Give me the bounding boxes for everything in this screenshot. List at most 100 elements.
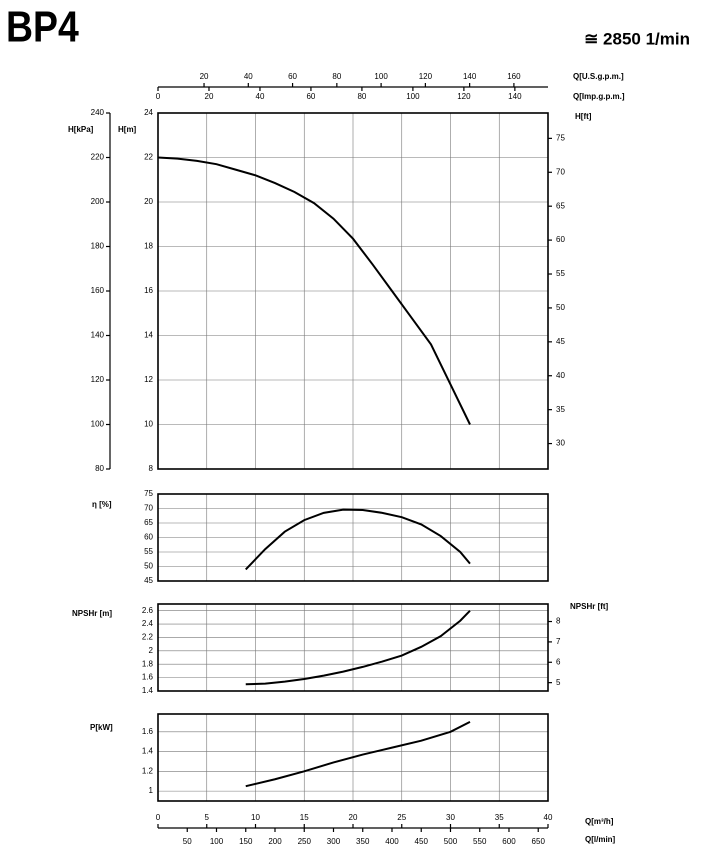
lmin-tick-label: 350 — [356, 837, 370, 846]
y-axis-label: NPSHr [m] — [72, 609, 112, 618]
y-tick-label: 24 — [144, 108, 153, 117]
lmin-tick-label: 250 — [298, 837, 312, 846]
y2-tick-label: 75 — [556, 133, 565, 142]
lmin-tick-label: 300 — [327, 837, 341, 846]
y3-tick-label: 240 — [91, 108, 105, 117]
y2-tick-label: 50 — [556, 303, 565, 312]
y2-tick-label: 8 — [556, 617, 561, 626]
y2-tick-label: 30 — [556, 439, 565, 448]
plot-frame — [157, 112, 549, 470]
axis-label: Q[l/min] — [585, 835, 616, 844]
us-tick-label: 120 — [419, 72, 433, 81]
y2-tick-label: 60 — [556, 235, 565, 244]
us-tick-label: 40 — [244, 72, 253, 81]
axis-label: Q[Imp.g.p.m.] — [573, 92, 625, 101]
lmin-tick-label: 150 — [239, 837, 253, 846]
y2-tick-label: 6 — [556, 657, 561, 666]
y-tick-label: 16 — [144, 286, 153, 295]
y2-tick-label: 5 — [556, 678, 561, 687]
m3h-tick-label: 15 — [300, 813, 309, 822]
m3h-tick-label: 25 — [397, 813, 406, 822]
m3h-tick-label: 20 — [349, 813, 358, 822]
y-tick-label: 50 — [144, 562, 153, 571]
y-tick-label: 2 — [149, 646, 154, 655]
axis-label: Q[m³/h] — [585, 817, 614, 826]
lmin-tick-label: 600 — [502, 837, 516, 846]
imp-tick-label: 100 — [406, 92, 420, 101]
y3-tick-label: 140 — [91, 331, 105, 340]
y3-axis-label: H[kPa] — [68, 125, 94, 134]
lmin-tick-label: 100 — [210, 837, 224, 846]
y-tick-label: 1.4 — [142, 686, 154, 695]
m3h-tick-label: 30 — [446, 813, 455, 822]
title: BP4 — [6, 2, 79, 52]
y3-tick-label: 100 — [91, 420, 105, 429]
y3-tick-label: 200 — [91, 197, 105, 206]
y-axis-label: η [%] — [92, 500, 112, 509]
m3h-tick-label: 40 — [544, 813, 553, 822]
y2-tick-label: 55 — [556, 269, 565, 278]
lmin-tick-label: 50 — [183, 837, 192, 846]
y-tick-label: 8 — [149, 464, 154, 473]
m3h-tick-label: 5 — [205, 813, 210, 822]
y-tick-label: 1 — [149, 786, 154, 795]
y3-tick-label: 220 — [91, 153, 105, 162]
y-tick-label: 70 — [144, 504, 153, 513]
y-tick-label: 22 — [144, 153, 153, 162]
plot-frame — [157, 713, 549, 802]
us-tick-label: 160 — [507, 72, 521, 81]
y3-tick-label: 180 — [91, 242, 105, 251]
y-tick-label: 2.4 — [142, 619, 154, 628]
us-tick-label: 140 — [463, 72, 477, 81]
plot-frame — [157, 493, 549, 582]
lmin-tick-label: 450 — [415, 837, 429, 846]
imp-tick-label: 120 — [457, 92, 471, 101]
lmin-tick-label: 400 — [385, 837, 399, 846]
axis-label: Q[U.S.g.p.m.] — [573, 72, 624, 81]
y-tick-label: 60 — [144, 533, 153, 542]
imp-tick-label: 80 — [357, 92, 366, 101]
y2-tick-label: 70 — [556, 167, 565, 176]
lmin-tick-label: 200 — [268, 837, 282, 846]
curve — [245, 721, 471, 788]
us-tick-label: 80 — [332, 72, 341, 81]
y-tick-label: 1.6 — [142, 727, 154, 736]
lmin-tick-label: 650 — [532, 837, 546, 846]
plot-frame — [157, 603, 549, 692]
y-tick-label: 1.4 — [142, 747, 154, 756]
y2-tick-label: 7 — [556, 637, 561, 646]
y2-tick-label: 40 — [556, 371, 565, 380]
y3-tick-label: 160 — [91, 286, 105, 295]
lmin-tick-label: 550 — [473, 837, 487, 846]
y-tick-label: 20 — [144, 197, 153, 206]
speed: ≅ 2850 1/min — [584, 29, 690, 48]
lmin-tick-label: 500 — [444, 837, 458, 846]
m3h-tick-label: 0 — [156, 813, 161, 822]
y2-axis-label: NPSHr [ft] — [570, 602, 609, 611]
y-tick-label: 14 — [144, 331, 153, 340]
y-tick-label: 1.6 — [142, 673, 154, 682]
imp-tick-label: 20 — [205, 92, 214, 101]
y2-tick-label: 65 — [556, 201, 565, 210]
curve — [245, 508, 471, 571]
y-tick-label: 1.8 — [142, 659, 154, 668]
imp-tick-label: 140 — [508, 92, 522, 101]
y-tick-label: 12 — [144, 375, 153, 384]
y-tick-label: 2.6 — [142, 606, 154, 615]
m3h-tick-label: 35 — [495, 813, 504, 822]
y-tick-label: 75 — [144, 489, 153, 498]
y-tick-label: 18 — [144, 242, 153, 251]
y-tick-label: 1.2 — [142, 766, 154, 775]
m3h-tick-label: 10 — [251, 813, 260, 822]
us-tick-label: 20 — [200, 72, 209, 81]
imp-tick-label: 60 — [306, 92, 315, 101]
y-tick-label: 45 — [144, 576, 153, 585]
curve — [157, 156, 471, 425]
y3-tick-label: 80 — [95, 464, 104, 473]
curve — [245, 609, 471, 686]
imp-tick-label: 40 — [256, 92, 265, 101]
y-tick-label: 55 — [144, 547, 153, 556]
y-tick-label: 65 — [144, 518, 153, 527]
us-tick-label: 60 — [288, 72, 297, 81]
